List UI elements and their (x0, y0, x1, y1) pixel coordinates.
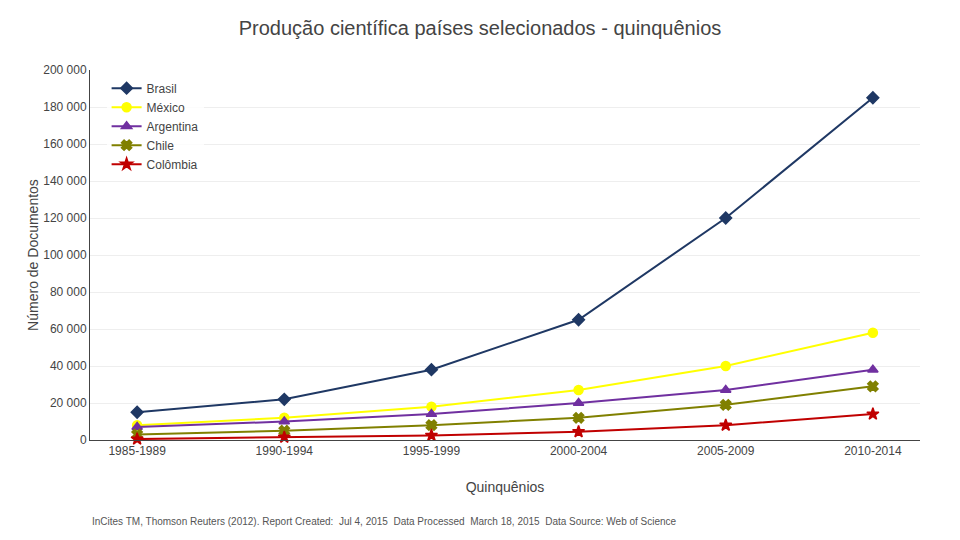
svg-text:Chile: Chile (147, 139, 175, 153)
svg-text:100 000: 100 000 (43, 248, 87, 262)
svg-text:200 000: 200 000 (43, 63, 87, 77)
svg-text:20 000: 20 000 (50, 396, 87, 410)
svg-text:80 000: 80 000 (50, 285, 87, 299)
svg-text:60 000: 60 000 (50, 322, 87, 336)
svg-text:2000-2004: 2000-2004 (550, 444, 608, 458)
svg-text:Brasil: Brasil (147, 82, 177, 96)
svg-text:1985-1989: 1985-1989 (108, 444, 166, 458)
svg-text:140 000: 140 000 (43, 174, 87, 188)
svg-text:Produção científica países sel: Produção científica países selecionados … (239, 17, 722, 39)
svg-text:Número de Documentos: Número de Documentos (25, 179, 41, 331)
svg-text:160 000: 160 000 (43, 137, 87, 151)
svg-text:2010-2014: 2010-2014 (844, 444, 902, 458)
svg-text:Argentina: Argentina (147, 120, 199, 134)
svg-text:2005-2009: 2005-2009 (697, 444, 755, 458)
svg-text:México: México (147, 101, 185, 115)
svg-text:40 000: 40 000 (50, 359, 87, 373)
svg-text:1995-1999: 1995-1999 (403, 444, 461, 458)
svg-text:Colômbia: Colômbia (147, 158, 198, 172)
svg-text:InCites TM, Thomson Reuters (2: InCites TM, Thomson Reuters (2012). Repo… (92, 516, 677, 527)
svg-text:1990-1994: 1990-1994 (256, 444, 314, 458)
svg-text:Quinquênios: Quinquênios (466, 479, 545, 495)
svg-text:0: 0 (80, 433, 87, 447)
svg-text:180 000: 180 000 (43, 100, 87, 114)
svg-text:120 000: 120 000 (43, 211, 87, 225)
